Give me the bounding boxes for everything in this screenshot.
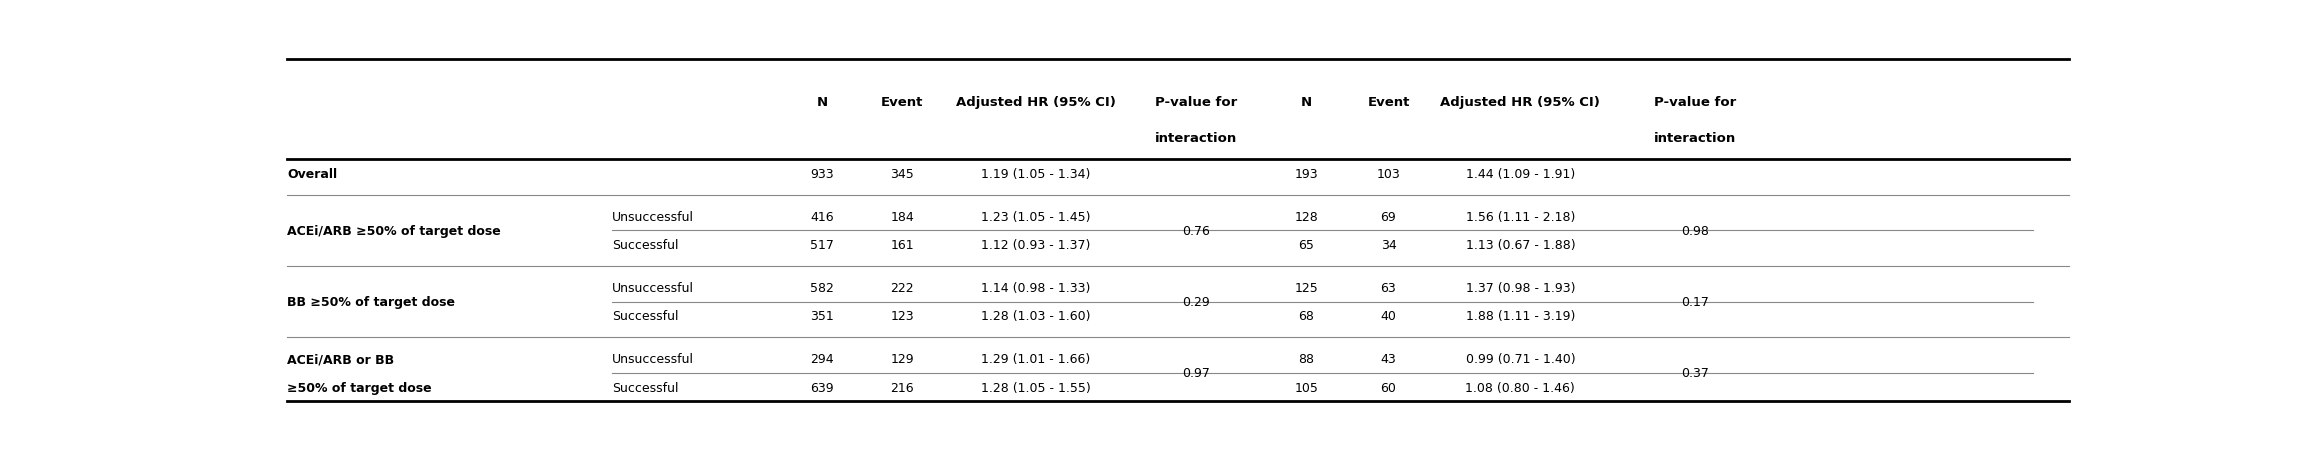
Text: interaction: interaction [1653,132,1736,145]
Text: 639: 639 [809,381,835,394]
Text: 0.76: 0.76 [1182,224,1209,238]
Text: BB ≥50% of target dose: BB ≥50% of target dose [287,295,455,308]
Text: Successful: Successful [612,381,678,394]
Text: interaction: interaction [1154,132,1237,145]
Text: 128: 128 [1294,210,1317,223]
Text: 1.12 (0.93 - 1.37): 1.12 (0.93 - 1.37) [982,238,1090,252]
Text: 65: 65 [1299,238,1315,252]
Text: 129: 129 [890,352,915,365]
Text: ≥50% of target dose: ≥50% of target dose [287,381,432,394]
Text: 0.97: 0.97 [1182,367,1209,379]
Text: 1.23 (1.05 - 1.45): 1.23 (1.05 - 1.45) [982,210,1090,223]
Text: 103: 103 [1377,167,1400,181]
Text: 1.28 (1.05 - 1.55): 1.28 (1.05 - 1.55) [982,381,1090,394]
Text: 1.19 (1.05 - 1.34): 1.19 (1.05 - 1.34) [982,167,1090,181]
Text: Unsuccessful: Unsuccessful [612,210,694,223]
Text: Successful: Successful [612,310,678,323]
Text: ACEi/ARB ≥50% of target dose: ACEi/ARB ≥50% of target dose [287,224,501,238]
Text: 1.29 (1.01 - 1.66): 1.29 (1.01 - 1.66) [982,352,1090,365]
Text: 0.17: 0.17 [1681,295,1708,308]
Text: 1.14 (0.98 - 1.33): 1.14 (0.98 - 1.33) [982,281,1090,294]
Text: 1.13 (0.67 - 1.88): 1.13 (0.67 - 1.88) [1464,238,1575,252]
Text: 582: 582 [809,281,835,294]
Text: 351: 351 [809,310,835,323]
Text: 933: 933 [809,167,835,181]
Text: 1.28 (1.03 - 1.60): 1.28 (1.03 - 1.60) [982,310,1090,323]
Text: P-value for: P-value for [1653,96,1736,108]
Text: 88: 88 [1299,352,1315,365]
Text: Overall: Overall [287,167,338,181]
Text: 34: 34 [1382,238,1395,252]
Text: 105: 105 [1294,381,1317,394]
Text: N: N [816,96,828,108]
Text: 345: 345 [890,167,915,181]
Text: 1.88 (1.11 - 3.19): 1.88 (1.11 - 3.19) [1467,310,1575,323]
Text: 68: 68 [1299,310,1315,323]
Text: 517: 517 [809,238,835,252]
Text: Unsuccessful: Unsuccessful [612,352,694,365]
Text: 60: 60 [1379,381,1395,394]
Text: 416: 416 [809,210,835,223]
Text: Successful: Successful [612,238,678,252]
Text: 125: 125 [1294,281,1317,294]
Text: 294: 294 [809,352,835,365]
Text: 161: 161 [890,238,915,252]
Text: N: N [1301,96,1313,108]
Text: 1.44 (1.09 - 1.91): 1.44 (1.09 - 1.91) [1467,167,1575,181]
Text: 216: 216 [890,381,915,394]
Text: P-value for: P-value for [1154,96,1237,108]
Text: Adjusted HR (95% CI): Adjusted HR (95% CI) [956,96,1115,108]
Text: 123: 123 [890,310,915,323]
Text: 193: 193 [1294,167,1317,181]
Text: 1.56 (1.11 - 2.18): 1.56 (1.11 - 2.18) [1467,210,1575,223]
Text: 0.29: 0.29 [1182,295,1209,308]
Text: 1.08 (0.80 - 1.46): 1.08 (0.80 - 1.46) [1464,381,1575,394]
Text: Event: Event [1368,96,1409,108]
Text: 63: 63 [1382,281,1395,294]
Text: 40: 40 [1379,310,1395,323]
Text: ACEi/ARB or BB: ACEi/ARB or BB [287,352,395,365]
Text: 1.37 (0.98 - 1.93): 1.37 (0.98 - 1.93) [1464,281,1575,294]
Text: 0.99 (0.71 - 1.40): 0.99 (0.71 - 1.40) [1464,352,1575,365]
Text: 222: 222 [890,281,915,294]
Text: 184: 184 [890,210,915,223]
Text: 0.98: 0.98 [1681,224,1708,238]
Text: 0.37: 0.37 [1681,367,1708,379]
Text: 43: 43 [1382,352,1395,365]
Text: Event: Event [881,96,924,108]
Text: Adjusted HR (95% CI): Adjusted HR (95% CI) [1441,96,1600,108]
Text: Unsuccessful: Unsuccessful [612,281,694,294]
Text: 69: 69 [1382,210,1395,223]
